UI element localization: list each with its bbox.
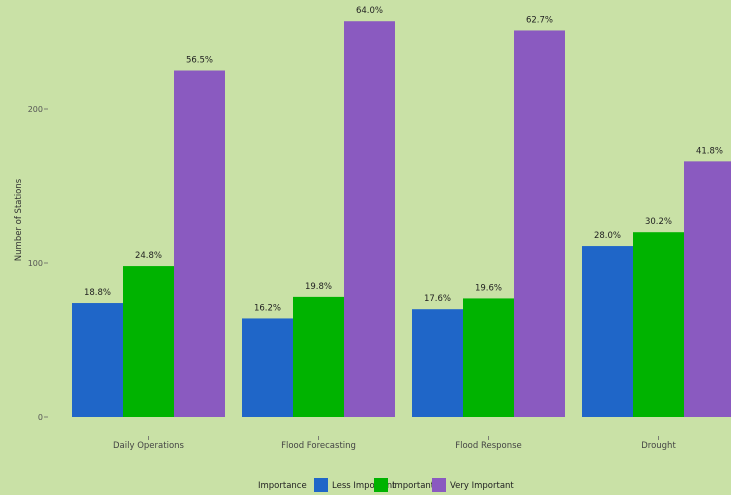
x-tick-label-flood-response: Flood Response [455,441,522,451]
data-label-daily-operations-less-important: 18.8% [84,288,111,298]
legend-swatch-less-important [314,478,328,492]
data-label-flood-response-very-important: 62.7% [526,15,553,25]
legend-label-very-important: Very Important [450,481,514,491]
data-label-flood-forecasting-important: 19.8% [305,282,332,292]
bar-flood-forecasting-important [293,296,344,417]
bar-daily-operations-very-important [174,70,225,417]
bar-daily-operations-important [123,266,174,417]
legend-label-less-important: Less Important [332,481,396,491]
bar-flood-response-important [463,298,514,417]
bar-flood-forecasting-very-important [344,21,395,417]
legend-swatch-important [374,478,388,492]
bar-flood-response-less-important [412,309,463,417]
bar-daily-operations-less-important [72,303,123,417]
data-label-flood-forecasting-very-important: 64.0% [356,6,383,16]
bars [72,21,731,418]
x-tick-label-flood-forecasting: Flood Forecasting [281,441,356,451]
legend-label-important: Important [392,481,435,491]
y-tick-label-100: 100 [28,259,43,268]
y-axis: 0 100 200 [28,105,48,422]
bar-flood-response-very-important [514,30,565,418]
bar-labels: 18.8% 24.8% 56.5% 16.2% 19.8% 64.0% 17.6% 19.6%… [84,6,723,313]
data-label-daily-operations-important: 24.8% [135,251,162,261]
data-label-drought-very-important: 41.8% [696,146,723,156]
x-axis: Daily Operations Flood Forecasting Flood R… [113,436,676,451]
data-label-flood-response-less-important: 17.6% [424,294,451,304]
legend-title: Importance [258,481,307,491]
x-tick-label-drought: Drought [641,441,676,451]
data-label-drought-less-important: 28.0% [594,231,621,241]
bar-flood-forecasting-less-important [242,318,293,417]
x-tick-label-daily-operations: Daily Operations [113,441,185,451]
bar-drought-important [633,232,684,417]
data-label-drought-important: 30.2% [645,217,672,227]
data-label-flood-forecasting-less-important: 16.2% [254,303,281,313]
bar-drought-less-important [582,246,633,417]
bar-drought-very-important [684,161,731,417]
y-tick-label-0: 0 [38,413,43,422]
y-tick-label-200: 200 [28,105,43,114]
y-axis-title: Number of Stations [14,178,24,261]
data-label-flood-response-important: 19.6% [475,283,502,293]
legend-swatch-very-important [432,478,446,492]
data-label-daily-operations-very-important: 56.5% [186,56,213,66]
